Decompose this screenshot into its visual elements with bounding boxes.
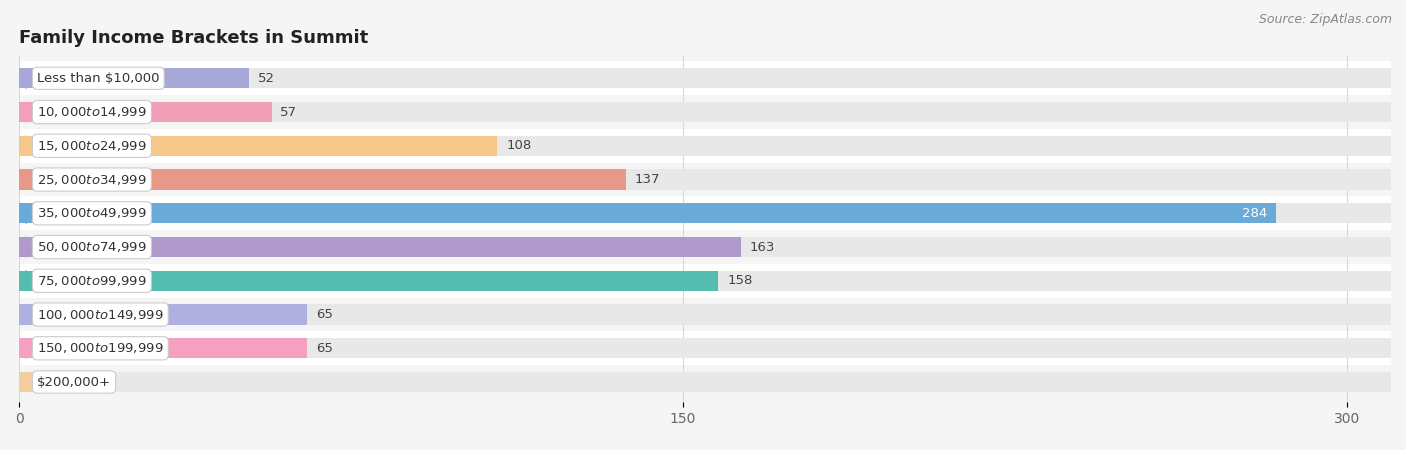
Text: 65: 65: [316, 308, 333, 321]
Bar: [20, 304, 1391, 324]
Text: $35,000 to $49,999: $35,000 to $49,999: [37, 206, 146, 220]
Bar: [20, 237, 741, 257]
Text: 52: 52: [259, 72, 276, 85]
Bar: [20, 136, 498, 156]
Text: Less than $10,000: Less than $10,000: [37, 72, 159, 85]
Circle shape: [25, 102, 27, 122]
Bar: [20, 304, 307, 324]
Circle shape: [25, 372, 27, 392]
Bar: [20, 163, 1391, 197]
Bar: [20, 365, 1391, 399]
Bar: [20, 331, 1391, 365]
Bar: [20, 270, 1391, 291]
Text: Family Income Brackets in Summit: Family Income Brackets in Summit: [20, 28, 368, 46]
Bar: [20, 102, 1391, 122]
Circle shape: [25, 203, 27, 223]
Bar: [20, 197, 1391, 230]
Bar: [20, 372, 1391, 392]
Bar: [20, 136, 1391, 156]
Bar: [20, 237, 1391, 257]
Text: 284: 284: [1241, 207, 1267, 220]
Bar: [20, 297, 1391, 331]
Text: $10,000 to $14,999: $10,000 to $14,999: [37, 105, 146, 119]
Text: 163: 163: [749, 241, 775, 253]
Text: 108: 108: [506, 140, 531, 152]
Text: 65: 65: [316, 342, 333, 355]
Text: $200,000+: $200,000+: [37, 376, 111, 388]
Circle shape: [25, 305, 27, 324]
Bar: [20, 170, 626, 190]
Bar: [20, 203, 1391, 224]
Bar: [20, 95, 1391, 129]
Bar: [20, 338, 1391, 358]
Bar: [20, 230, 1391, 264]
Bar: [20, 170, 1391, 190]
Text: $150,000 to $199,999: $150,000 to $199,999: [37, 341, 163, 356]
Bar: [20, 129, 1391, 163]
Circle shape: [25, 68, 27, 88]
Text: 57: 57: [280, 106, 298, 118]
Bar: [20, 68, 249, 89]
Bar: [20, 102, 271, 122]
Bar: [20, 68, 1391, 89]
Text: 158: 158: [727, 274, 752, 287]
Circle shape: [25, 170, 27, 189]
Text: Source: ZipAtlas.com: Source: ZipAtlas.com: [1258, 14, 1392, 27]
Bar: [20, 270, 718, 291]
Bar: [20, 62, 1391, 95]
Bar: [20, 372, 59, 392]
Bar: [20, 264, 1391, 297]
Bar: [20, 338, 307, 358]
Text: $25,000 to $34,999: $25,000 to $34,999: [37, 172, 146, 187]
Circle shape: [25, 136, 27, 156]
Text: 9: 9: [67, 376, 76, 388]
Circle shape: [25, 338, 27, 358]
Text: $75,000 to $99,999: $75,000 to $99,999: [37, 274, 146, 288]
Text: $100,000 to $149,999: $100,000 to $149,999: [37, 307, 163, 322]
Circle shape: [25, 271, 27, 291]
Text: $15,000 to $24,999: $15,000 to $24,999: [37, 139, 146, 153]
Circle shape: [25, 237, 27, 257]
Text: 137: 137: [634, 173, 659, 186]
Bar: [20, 203, 1277, 224]
Text: $50,000 to $74,999: $50,000 to $74,999: [37, 240, 146, 254]
